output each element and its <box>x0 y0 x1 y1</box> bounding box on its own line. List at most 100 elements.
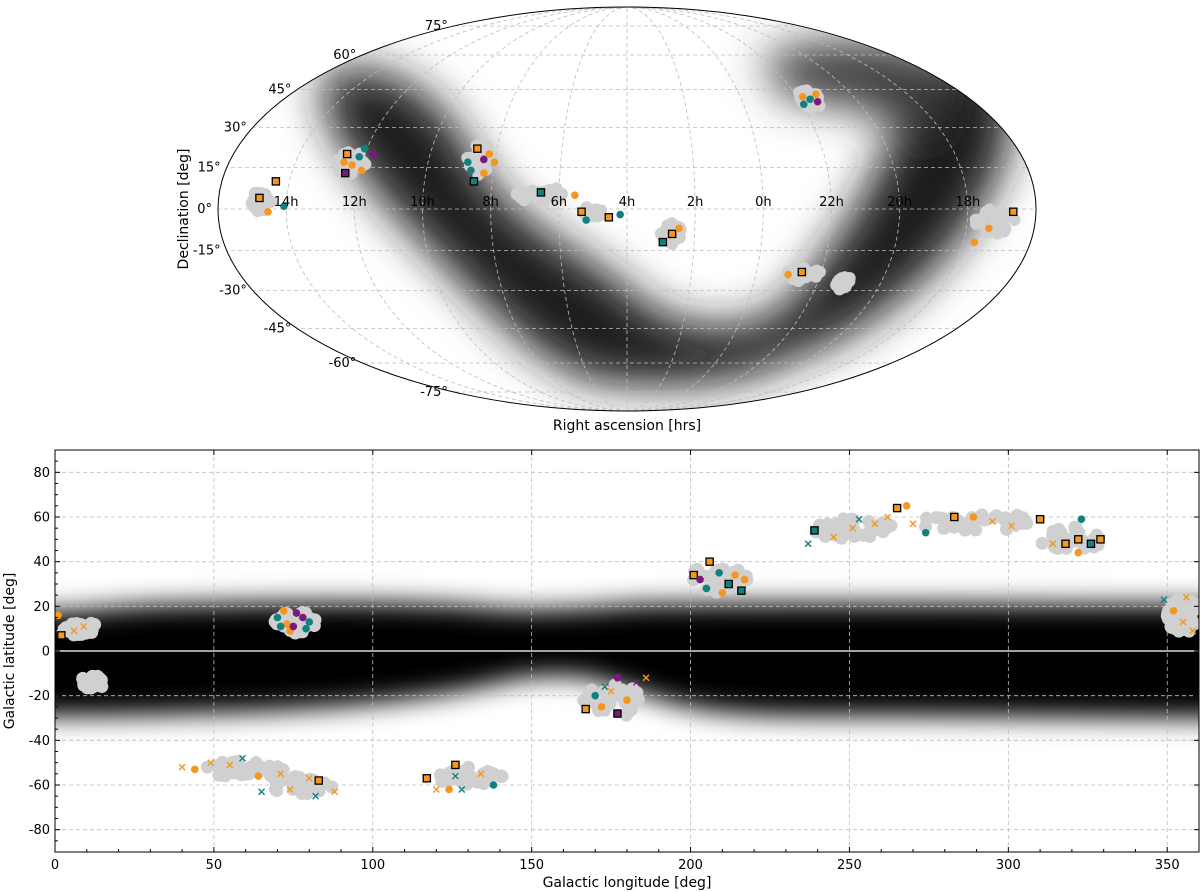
galactic-marker <box>689 570 698 580</box>
sky-map-marker <box>970 238 979 246</box>
galactic-marker <box>451 772 459 780</box>
survey-field-blob <box>994 214 1007 227</box>
sky-map-marker <box>806 95 814 104</box>
x-tick-label: 50 <box>206 858 223 873</box>
galactic-marker <box>702 584 711 593</box>
survey-field-blob <box>552 192 565 205</box>
sky-map-marker <box>357 166 366 175</box>
galactic-marker <box>477 770 485 778</box>
galactic-marker <box>302 624 310 633</box>
y-tick-label: 0 <box>42 645 50 660</box>
survey-field-blob <box>200 760 214 774</box>
survey-field-blob <box>485 766 499 780</box>
dec-tick-label: -60° <box>329 356 357 371</box>
survey-field-blob <box>325 780 339 794</box>
galactic-marker <box>623 696 631 704</box>
survey-field-blob <box>875 519 889 533</box>
sky-map-marker <box>1008 207 1018 217</box>
galactic-marker <box>238 754 246 762</box>
dec-tick-label: 30° <box>224 120 247 135</box>
sky-map-marker <box>355 152 364 161</box>
galactic-marker <box>299 613 307 622</box>
survey-field-blob <box>470 152 483 165</box>
sky-map-marker <box>480 155 488 164</box>
galactic-marker <box>254 772 263 780</box>
sky-map-marker <box>813 97 822 106</box>
survey-field-blob <box>1054 526 1068 540</box>
ra-tick-label: 18h <box>955 195 980 210</box>
sky-map-marker <box>577 207 586 217</box>
survey-field-blob <box>595 204 608 217</box>
galactic-marker <box>1074 548 1083 557</box>
survey-field-blob <box>631 693 645 707</box>
sky-map-marker <box>348 161 356 169</box>
survey-field-blob <box>519 191 532 204</box>
ra-tick-label: 2h <box>687 195 704 210</box>
survey-field-blob <box>999 511 1013 525</box>
galactic-marker <box>830 533 838 541</box>
ra-gridline <box>626 7 969 411</box>
galactic-marker <box>607 687 615 695</box>
ra-tick-label: 22h <box>819 195 844 210</box>
sky-map-marker <box>360 144 369 153</box>
survey-field-blob <box>654 227 667 240</box>
sky-map-marker <box>280 202 288 211</box>
dec-tick-label: -75° <box>420 385 448 400</box>
survey-field-blob <box>443 773 457 787</box>
sky-map-marker <box>271 177 281 186</box>
galactic-longitude-label: Galactic longitude [deg] <box>543 875 712 891</box>
survey-field-blob <box>665 238 678 251</box>
galactic-marker <box>705 557 714 566</box>
dec-tick-label: -45° <box>264 322 292 337</box>
galactic-marker <box>445 785 453 794</box>
survey-field-blob <box>970 217 983 230</box>
sky-map-marker <box>340 158 348 166</box>
x-tick-label: 200 <box>678 858 703 873</box>
x-tick-label: 150 <box>519 858 544 873</box>
survey-field-blob <box>293 770 307 784</box>
dec-tick-label: 15° <box>198 161 221 176</box>
sky-map-marker <box>536 188 546 197</box>
galactic-marker <box>1096 535 1105 544</box>
y-tick-label: -40 <box>29 734 50 749</box>
ra-gridline <box>285 7 628 411</box>
galactic-map-panel: 0 50 100 150 200 250 300 350 -80 -60 -40 -20 0 20 40 60… <box>2 449 1200 891</box>
survey-field-blob <box>269 777 283 791</box>
galactic-marker <box>312 792 320 800</box>
galactic-marker <box>57 631 66 640</box>
sky-map-marker <box>255 193 264 203</box>
survey-field-blob <box>919 520 933 534</box>
galactic-marker <box>724 579 733 589</box>
survey-field-blob <box>997 225 1010 238</box>
ra-tick-label: 6h <box>551 195 568 210</box>
galactic-marker <box>283 620 291 628</box>
galactic-marker <box>581 704 590 714</box>
ra-tick-label: 12h <box>342 195 367 210</box>
galactic-marker <box>633 678 641 686</box>
ra-gridline <box>353 7 628 411</box>
survey-field-blob <box>227 766 241 780</box>
galactic-marker <box>718 589 727 597</box>
galactic-latitude-label: Galactic latitude [deg] <box>2 573 18 730</box>
y-tick-label: 20 <box>33 600 50 615</box>
survey-field-blob <box>1035 536 1049 550</box>
galactic-marker <box>1086 539 1096 549</box>
galactic-marker <box>258 788 266 796</box>
galactic-marker <box>804 540 812 548</box>
galactic-marker <box>422 774 432 783</box>
survey-field-blob <box>300 787 314 801</box>
galactic-marker <box>715 569 723 577</box>
survey-field-blob <box>937 521 951 535</box>
galactic-marker <box>642 674 650 682</box>
galactic-marker <box>950 512 959 522</box>
sky-map-marker <box>658 237 668 247</box>
galactic-marker <box>855 515 863 523</box>
sky-map-marker <box>369 150 378 158</box>
survey-field-blob <box>597 684 611 698</box>
ra-tick-label: 8h <box>482 195 499 210</box>
sky-map-marker <box>667 229 677 239</box>
galactic-marker <box>489 781 498 789</box>
galactic-marker <box>178 763 186 771</box>
galactic-marker <box>305 774 313 782</box>
